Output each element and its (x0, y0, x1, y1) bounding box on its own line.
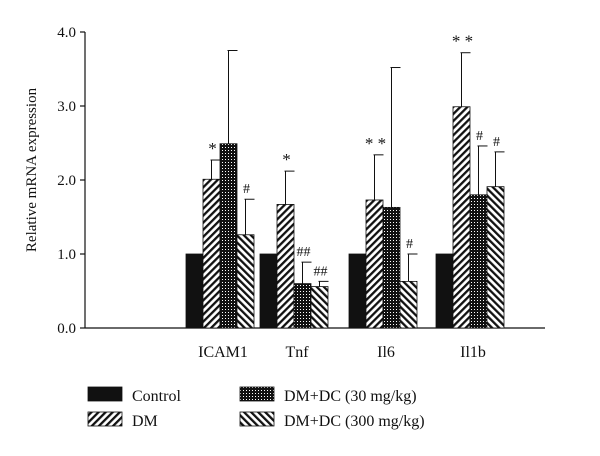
y-tick-label: 0.0 (57, 321, 76, 337)
y-tick-label: 2.0 (57, 173, 76, 189)
significance-label: # (476, 129, 483, 144)
legend-label: DM+DC (300 mg/kg) (284, 413, 425, 430)
bar (276, 204, 295, 329)
bar (452, 106, 471, 329)
legend-swatch (239, 386, 275, 402)
y-tick-label: 3.0 (57, 99, 76, 115)
significance-label: * (208, 139, 217, 158)
bar (399, 280, 418, 329)
significance-label: * (282, 150, 291, 169)
bar (236, 234, 255, 329)
bar (185, 253, 204, 329)
significance-label: # (493, 135, 500, 150)
bar (365, 199, 384, 329)
bar (469, 194, 488, 329)
bar (259, 253, 278, 329)
legend: Control DM DM+DC (30 mg/kg) DM+DC (300 mg/k… (87, 386, 425, 430)
bar (310, 286, 329, 329)
significance-label: * * (452, 32, 473, 51)
significance-label: # (243, 182, 250, 197)
x-tick-label: Il6 (377, 344, 395, 361)
x-tick-label: Tnf (285, 344, 309, 361)
legend-label: DM (132, 413, 158, 430)
bar (202, 178, 221, 329)
legend-swatch (87, 386, 123, 402)
legend-label: DM+DC (30 mg/kg) (284, 388, 417, 405)
bar (219, 143, 238, 329)
bar (348, 253, 367, 329)
x-tick-label: ICAM1 (198, 344, 248, 361)
y-axis-label: Relative mRNA expression (24, 87, 40, 252)
legend-swatch (87, 411, 123, 427)
bar (486, 186, 505, 329)
legend-swatch (239, 411, 275, 427)
significance-label: # (406, 237, 413, 252)
bar (293, 283, 312, 329)
significance-label: * * (365, 134, 386, 153)
bar (382, 206, 401, 329)
bar (435, 253, 454, 329)
legend-label: Control (132, 388, 181, 405)
axes: 0.0 1.0 2.0 3.0 4.0 ICAM1 Tnf Il6 Il1b (57, 25, 545, 361)
x-tick-label: Il1b (460, 344, 486, 361)
bars-group: *#*####* *#* *# # (185, 32, 505, 329)
significance-label: ## (314, 264, 328, 279)
y-tick-label: 1.0 (57, 247, 76, 263)
y-tick-label: 4.0 (57, 25, 76, 41)
significance-label: ## (297, 245, 311, 260)
